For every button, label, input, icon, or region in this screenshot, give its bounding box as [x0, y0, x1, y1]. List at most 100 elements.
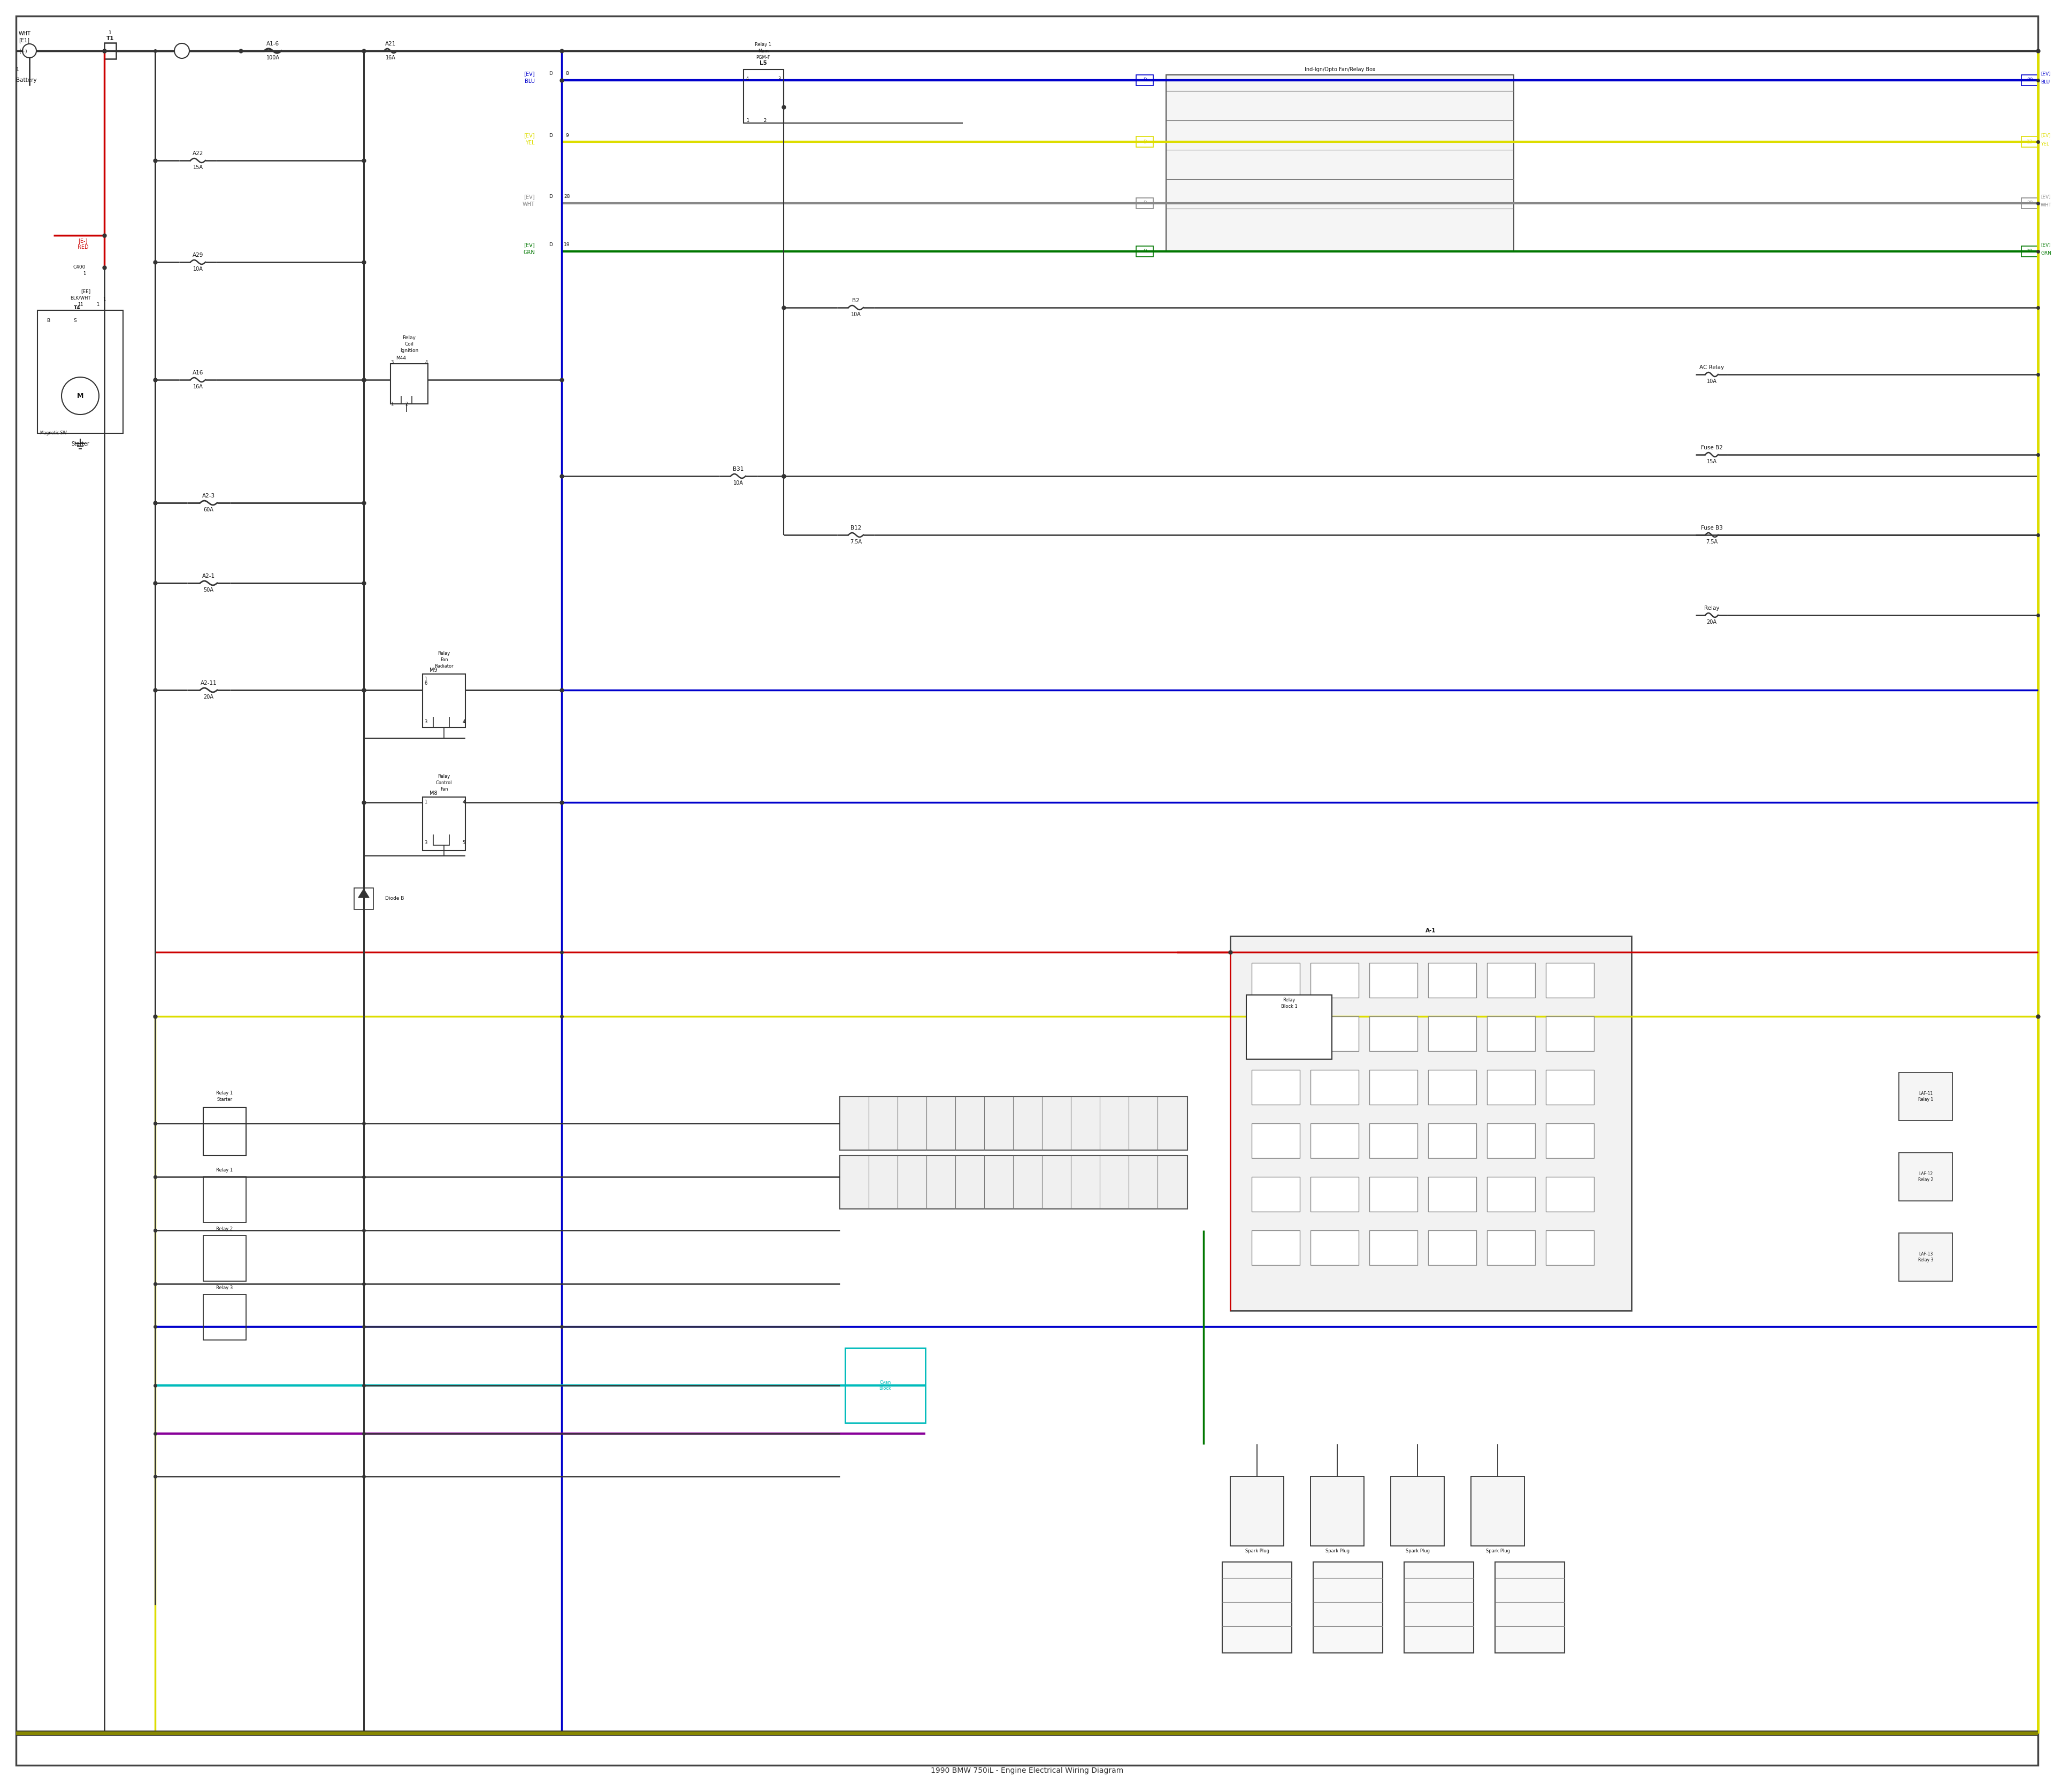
Bar: [1251, 1124, 1300, 1158]
Text: Radiator: Radiator: [435, 663, 454, 668]
Bar: [2021, 136, 2038, 147]
Text: 1: 1: [425, 677, 427, 681]
Text: Fuse B3: Fuse B3: [1701, 525, 1723, 530]
Bar: [105, 43, 117, 59]
Text: Diode B: Diode B: [386, 896, 405, 901]
Text: Main: Main: [758, 48, 768, 54]
Text: Battery: Battery: [16, 77, 37, 82]
Text: [EV]: [EV]: [524, 72, 534, 77]
Text: M9: M9: [429, 668, 438, 674]
Bar: [1310, 1070, 1358, 1104]
Bar: [203, 1236, 246, 1281]
Bar: [1547, 1016, 1594, 1052]
Text: Ind-Ign/Opto Fan/Relay Box: Ind-Ign/Opto Fan/Relay Box: [1304, 66, 1376, 72]
Text: A2-11: A2-11: [201, 681, 218, 686]
Text: RED: RED: [78, 244, 88, 249]
Bar: [1251, 1016, 1300, 1052]
Text: LAF-12
Relay 2: LAF-12 Relay 2: [1918, 1172, 1933, 1183]
Text: Coil: Coil: [405, 342, 413, 346]
Text: D: D: [1142, 201, 1146, 206]
Text: M: M: [76, 392, 84, 400]
Bar: [1222, 1563, 1292, 1652]
Bar: [1428, 1124, 1477, 1158]
Text: GRN: GRN: [524, 249, 534, 254]
Text: Relay 1: Relay 1: [216, 1091, 232, 1095]
Text: L5: L5: [760, 61, 766, 66]
Bar: [1310, 962, 1358, 998]
Bar: [1310, 1177, 1358, 1211]
Bar: [353, 889, 374, 909]
Text: BLU: BLU: [2040, 81, 2050, 84]
Text: [EV]: [EV]: [2040, 242, 2050, 247]
Text: 1: 1: [103, 297, 105, 303]
Text: 6: 6: [425, 681, 427, 686]
Text: [EV]: [EV]: [2040, 72, 2050, 77]
Text: 10A: 10A: [850, 312, 861, 317]
Text: Spark Plug: Spark Plug: [1245, 1548, 1269, 1554]
Text: T4: T4: [74, 305, 80, 310]
Text: Relay 3: Relay 3: [216, 1285, 232, 1290]
Bar: [1495, 1563, 1565, 1652]
Text: Starter: Starter: [72, 441, 88, 446]
Bar: [744, 70, 785, 124]
Text: D: D: [1142, 77, 1146, 82]
Bar: [1428, 1070, 1477, 1104]
Circle shape: [23, 43, 37, 57]
Text: [E1]: [E1]: [18, 38, 29, 43]
Text: AC Relay: AC Relay: [1699, 366, 1723, 371]
Text: 3: 3: [425, 720, 427, 724]
Text: Relay: Relay: [1705, 606, 1719, 611]
Bar: [1898, 1152, 1953, 1201]
Text: 20A: 20A: [1707, 620, 1717, 625]
Text: 20A: 20A: [203, 694, 214, 699]
Text: 4: 4: [425, 360, 427, 364]
Bar: [1471, 1477, 1524, 1546]
Bar: [1405, 1563, 1473, 1652]
Text: Spark Plug: Spark Plug: [1325, 1548, 1349, 1554]
Text: 7.5A: 7.5A: [850, 539, 863, 545]
Text: GRN: GRN: [2040, 251, 2052, 256]
Text: 8: 8: [565, 72, 569, 77]
Text: Fuse B2: Fuse B2: [1701, 444, 1723, 450]
Text: 10A: 10A: [1707, 378, 1717, 383]
Text: 60A: 60A: [203, 507, 214, 513]
Text: 1990 BMW 750iL - Engine Electrical Wiring Diagram: 1990 BMW 750iL - Engine Electrical Wirin…: [930, 1767, 1124, 1774]
Polygon shape: [357, 889, 370, 898]
Text: C400: C400: [74, 265, 86, 271]
Text: A1-6: A1-6: [267, 41, 279, 47]
Text: 16A: 16A: [386, 56, 396, 61]
Bar: [1898, 1233, 1953, 1281]
Text: [EE]: [EE]: [82, 289, 90, 294]
Text: Relay 1: Relay 1: [216, 1168, 232, 1172]
Text: 28: 28: [2027, 201, 2033, 206]
Text: D: D: [548, 195, 553, 199]
Text: Relay: Relay: [438, 774, 450, 778]
Bar: [1230, 935, 1631, 1310]
Text: 2: 2: [764, 118, 766, 124]
Bar: [1370, 1016, 1417, 1052]
Text: BLU: BLU: [526, 79, 534, 84]
Text: 1: 1: [109, 30, 111, 36]
Bar: [1251, 962, 1300, 998]
Bar: [1547, 1070, 1594, 1104]
Bar: [37, 310, 123, 434]
Bar: [1428, 1016, 1477, 1052]
Bar: [423, 674, 466, 728]
Bar: [1487, 962, 1534, 998]
Text: Relay: Relay: [438, 650, 450, 656]
Text: 2: 2: [405, 401, 409, 407]
Text: 1: 1: [425, 799, 427, 805]
Text: 50A: 50A: [203, 588, 214, 593]
Bar: [1370, 1070, 1417, 1104]
Text: [EV]: [EV]: [524, 194, 534, 199]
Text: 100A: 100A: [267, 56, 279, 61]
Text: 16A: 16A: [193, 383, 203, 389]
Bar: [203, 1107, 246, 1156]
Circle shape: [62, 376, 99, 414]
Text: 28: 28: [565, 195, 571, 199]
Text: 4: 4: [462, 720, 466, 724]
Text: A2-3: A2-3: [201, 493, 216, 498]
Text: B12: B12: [850, 525, 861, 530]
Bar: [1167, 75, 1514, 251]
Text: WHT: WHT: [18, 30, 31, 36]
